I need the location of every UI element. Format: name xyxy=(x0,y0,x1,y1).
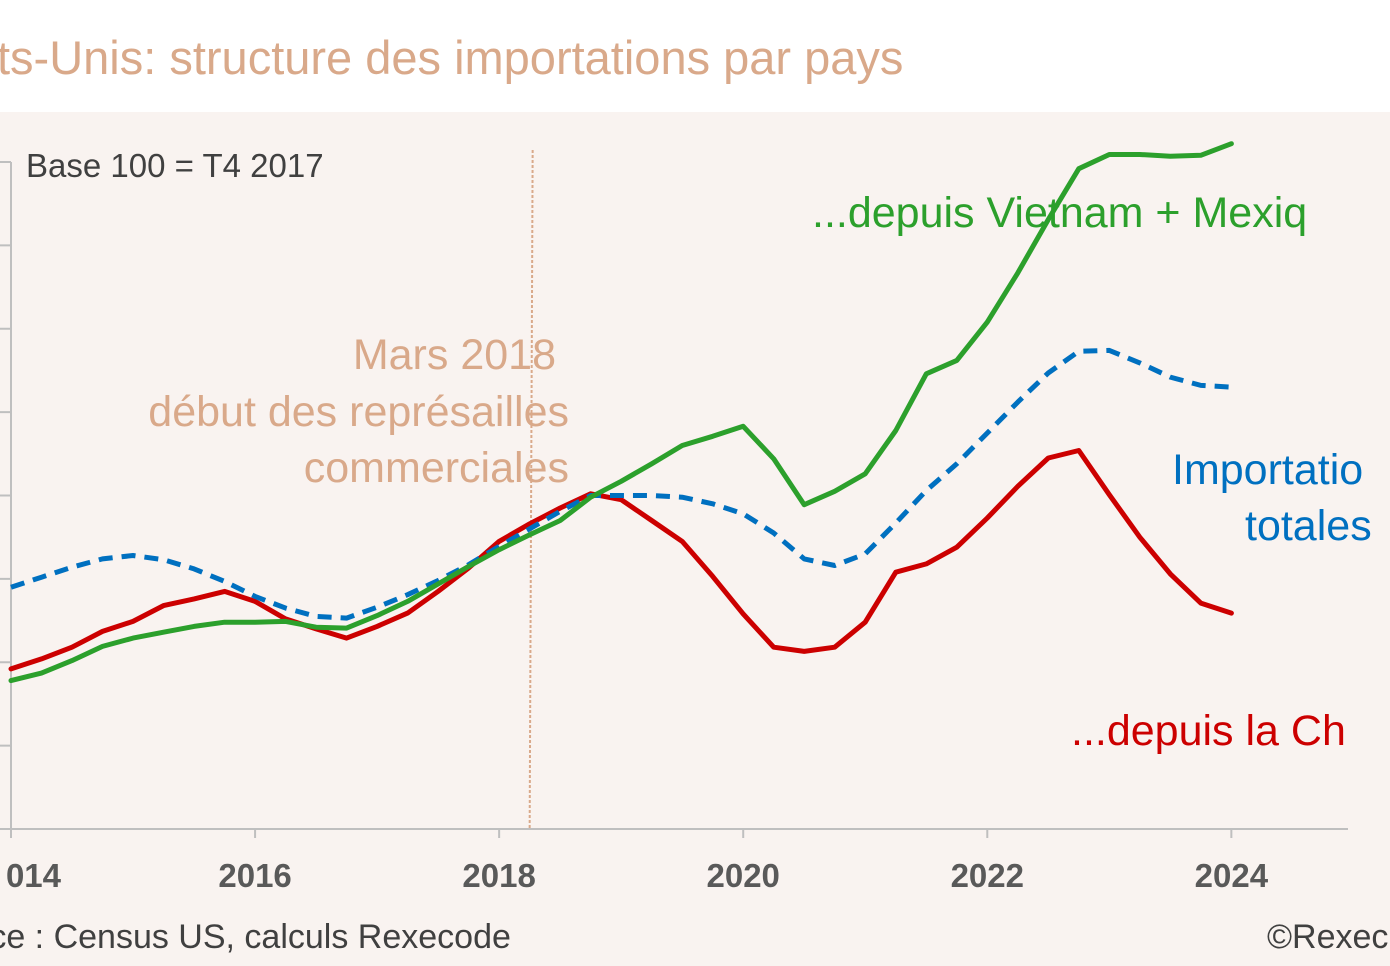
source-note: rce : Census US, calculs Rexecode xyxy=(0,918,511,956)
plot-panel xyxy=(0,112,1390,966)
x-tick-label: 2016 xyxy=(218,857,291,894)
series-line-total xyxy=(10,347,1232,621)
marker-annotation-line3: commerciales xyxy=(304,444,569,492)
axes xyxy=(0,161,1348,838)
label-china: ...depuis la Ch xyxy=(1071,707,1346,755)
marker-annotation-line2: début des représailles xyxy=(148,388,569,436)
label-total-line2: totales xyxy=(1245,502,1372,550)
label-total-line1: Importatio xyxy=(1172,446,1363,494)
marker-annotation-line1: Mars 2018 xyxy=(353,331,556,379)
series-line-china xyxy=(8,448,1234,672)
x-tick-label: 2018 xyxy=(462,857,535,894)
x-tick-label: 014 xyxy=(6,857,62,894)
marker-line-march-2018 xyxy=(528,149,534,830)
series-lines xyxy=(8,141,1234,684)
chart-title: ts-Unis: structure des importations par … xyxy=(0,31,904,84)
x-tick-labels: 014 2016 2018 2020 2022 2024 xyxy=(6,857,1269,894)
credit: ©Rexec xyxy=(1267,918,1389,956)
label-vietnam-mexico: ...depuis Vietnam + Mexiq xyxy=(812,189,1307,237)
base-note: Base 100 = T4 2017 xyxy=(26,147,324,184)
x-tick-label: 2020 xyxy=(707,857,780,894)
series-line-vietnam-mexico xyxy=(8,141,1234,684)
marker-annotation: Mars 2018 début des représailles commerc… xyxy=(148,331,569,492)
x-tick-label: 2022 xyxy=(951,857,1024,894)
x-tick-label: 2024 xyxy=(1195,857,1269,894)
